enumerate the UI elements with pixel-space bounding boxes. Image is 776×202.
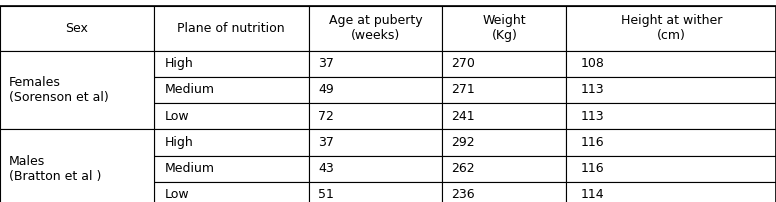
Text: Plane of nutrition: Plane of nutrition xyxy=(178,22,285,35)
Bar xyxy=(309,129,442,156)
Text: Low: Low xyxy=(165,110,189,123)
Text: 108: 108 xyxy=(581,57,605,70)
Text: 271: 271 xyxy=(451,83,475,96)
Bar xyxy=(154,129,309,156)
Text: High: High xyxy=(165,136,193,149)
Text: Medium: Medium xyxy=(165,162,214,175)
Text: Low: Low xyxy=(165,188,189,201)
Bar xyxy=(0,50,154,129)
Text: 51: 51 xyxy=(318,188,334,201)
Bar xyxy=(566,6,776,50)
Text: 241: 241 xyxy=(451,110,475,123)
Bar xyxy=(0,6,154,50)
Text: 270: 270 xyxy=(451,57,475,70)
Text: 113: 113 xyxy=(581,110,605,123)
Text: 236: 236 xyxy=(451,188,475,201)
Bar xyxy=(154,156,309,182)
Text: 72: 72 xyxy=(318,110,334,123)
Bar xyxy=(309,77,442,103)
Text: Sex: Sex xyxy=(65,22,88,35)
Bar xyxy=(309,182,442,202)
Bar xyxy=(0,129,154,202)
Bar xyxy=(154,6,309,50)
Bar xyxy=(442,103,566,129)
Bar xyxy=(566,156,776,182)
Bar xyxy=(442,6,566,50)
Bar xyxy=(154,77,309,103)
Text: 49: 49 xyxy=(318,83,334,96)
Bar xyxy=(442,77,566,103)
Bar xyxy=(309,50,442,77)
Text: Medium: Medium xyxy=(165,83,214,96)
Text: Age at puberty
(weeks): Age at puberty (weeks) xyxy=(329,14,422,42)
Bar xyxy=(566,103,776,129)
Bar xyxy=(154,182,309,202)
Text: 116: 116 xyxy=(581,136,605,149)
Bar xyxy=(154,50,309,77)
Text: Height at wither
(cm): Height at wither (cm) xyxy=(621,14,722,42)
Bar xyxy=(442,156,566,182)
Text: 43: 43 xyxy=(318,162,334,175)
Bar xyxy=(309,103,442,129)
Bar xyxy=(309,156,442,182)
Text: 116: 116 xyxy=(581,162,605,175)
Text: High: High xyxy=(165,57,193,70)
Bar xyxy=(442,50,566,77)
Bar xyxy=(566,129,776,156)
Bar xyxy=(154,103,309,129)
Bar xyxy=(442,129,566,156)
Text: 262: 262 xyxy=(451,162,475,175)
Bar xyxy=(442,182,566,202)
Text: Females
(Sorenson et al): Females (Sorenson et al) xyxy=(9,76,109,104)
Text: 37: 37 xyxy=(318,136,334,149)
Bar xyxy=(566,50,776,77)
Bar xyxy=(309,6,442,50)
Text: 114: 114 xyxy=(581,188,605,201)
Bar xyxy=(566,182,776,202)
Text: 37: 37 xyxy=(318,57,334,70)
Text: Weight
(Kg): Weight (Kg) xyxy=(483,14,526,42)
Text: 292: 292 xyxy=(451,136,475,149)
Text: Males
(Bratton et al ): Males (Bratton et al ) xyxy=(9,155,102,183)
Text: 113: 113 xyxy=(581,83,605,96)
Bar xyxy=(566,77,776,103)
